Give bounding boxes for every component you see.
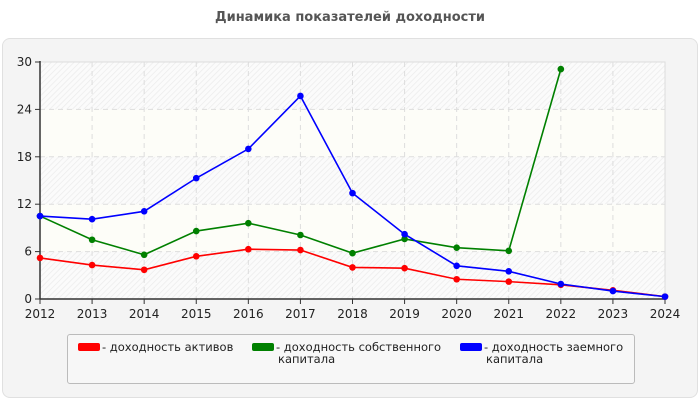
- legend-swatch-blue: [460, 343, 482, 351]
- y-tick-label: 0: [24, 292, 32, 306]
- data-point: [609, 287, 617, 295]
- x-tick-label: 2015: [181, 307, 212, 321]
- y-tick-label: 12: [17, 197, 32, 211]
- legend: - доходность активов - доходность собств…: [67, 334, 635, 384]
- data-point: [140, 208, 148, 215]
- data-point: [557, 65, 565, 73]
- x-tick-label: 2024: [650, 307, 681, 321]
- data-point: [140, 251, 148, 259]
- legend-item-debt: - доходность заемного капитала: [460, 341, 656, 365]
- legend-swatch-green: [252, 343, 274, 351]
- data-point: [192, 174, 200, 182]
- y-tick-label: 18: [17, 150, 32, 164]
- data-point: [245, 145, 252, 153]
- data-point: [505, 247, 513, 255]
- data-point: [453, 275, 460, 283]
- x-tick-label: 2018: [337, 307, 368, 321]
- x-tick-label: 2022: [546, 307, 577, 321]
- data-point: [297, 92, 304, 100]
- data-point: [88, 236, 96, 244]
- data-point: [661, 293, 669, 300]
- x-tick-label: 2020: [441, 307, 472, 321]
- data-point: [192, 253, 200, 260]
- data-point: [401, 264, 408, 272]
- data-point: [453, 262, 460, 270]
- x-tick-label: 2014: [129, 307, 160, 321]
- legend-label: - доходность активов: [102, 340, 234, 354]
- x-tick-label: 2017: [285, 307, 316, 321]
- x-tick-label: 2013: [77, 307, 108, 321]
- x-tick-label: 2016: [233, 307, 264, 321]
- x-tick-label: 2021: [493, 307, 524, 321]
- chart-title: Динамика показателей доходности: [215, 10, 485, 25]
- data-point: [88, 215, 96, 223]
- y-tick-label: 24: [17, 102, 32, 116]
- x-tick-label: 2012: [25, 307, 56, 321]
- data-point: [505, 278, 513, 285]
- data-point: [297, 246, 304, 254]
- y-tick-label: 30: [17, 55, 32, 69]
- data-point: [192, 227, 200, 235]
- y-tick-label: 6: [24, 245, 32, 259]
- legend-label: - доходность заемного капитала: [484, 340, 624, 366]
- x-tick-label: 2019: [389, 307, 420, 321]
- data-point: [349, 249, 356, 257]
- data-point: [401, 230, 408, 238]
- x-tick-label: 2023: [598, 307, 629, 321]
- legend-label: - доходность собственного капитала: [276, 340, 442, 366]
- data-point: [453, 244, 460, 251]
- legend-item-assets: - доходность активов: [78, 341, 233, 353]
- legend-item-equity: - доходность собственного капитала: [252, 341, 478, 365]
- data-point: [349, 264, 356, 271]
- data-point: [297, 231, 304, 239]
- data-point: [557, 280, 565, 288]
- data-point: [505, 268, 513, 275]
- data-point: [140, 266, 148, 274]
- data-point: [245, 245, 252, 253]
- data-point: [88, 261, 96, 269]
- data-point: [349, 189, 356, 197]
- data-point: [36, 254, 44, 262]
- data-point: [245, 219, 252, 227]
- legend-swatch-red: [78, 343, 100, 351]
- data-point: [401, 235, 408, 243]
- data-point: [36, 212, 44, 220]
